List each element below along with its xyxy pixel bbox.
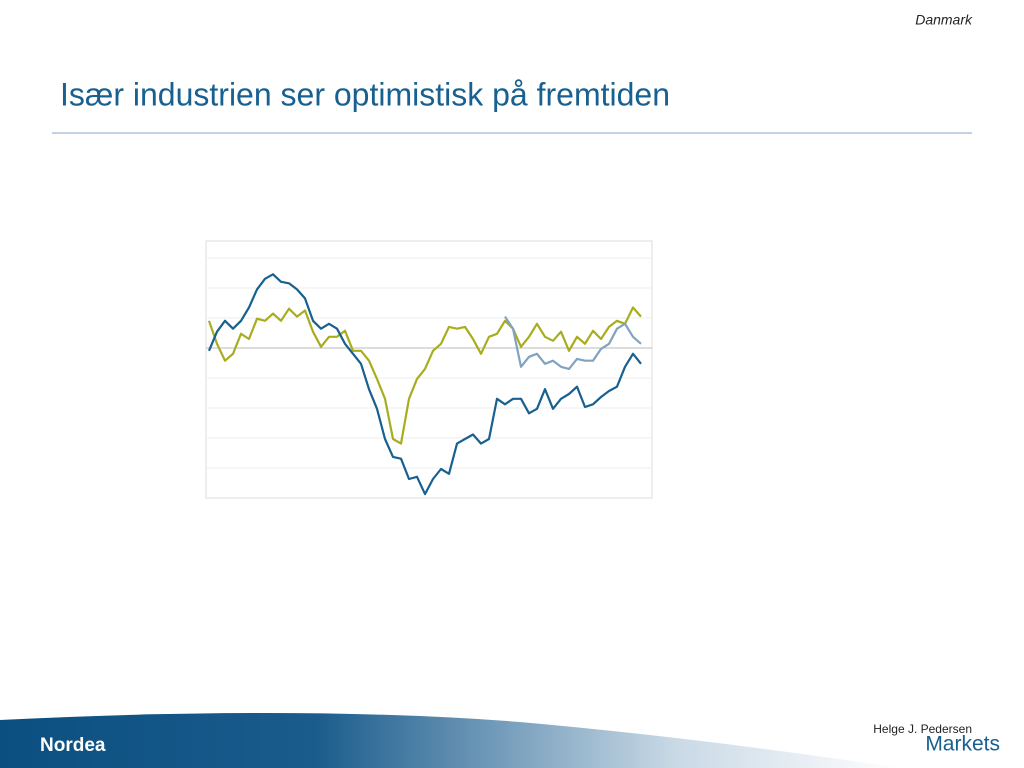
series-line [207, 306, 642, 445]
series-line [504, 315, 642, 370]
brand: Markets [925, 733, 1000, 756]
footer-wave [0, 712, 900, 768]
nordea-logo: Nordea [40, 735, 106, 756]
plot-grid [206, 257, 652, 469]
plot-frame [205, 240, 653, 499]
series-line [207, 273, 642, 496]
author: Helge J. Pedersen [873, 722, 972, 736]
slide-title: Især industrien ser optimistisk på fremt… [60, 76, 670, 112]
region-label: Danmark [915, 12, 973, 28]
